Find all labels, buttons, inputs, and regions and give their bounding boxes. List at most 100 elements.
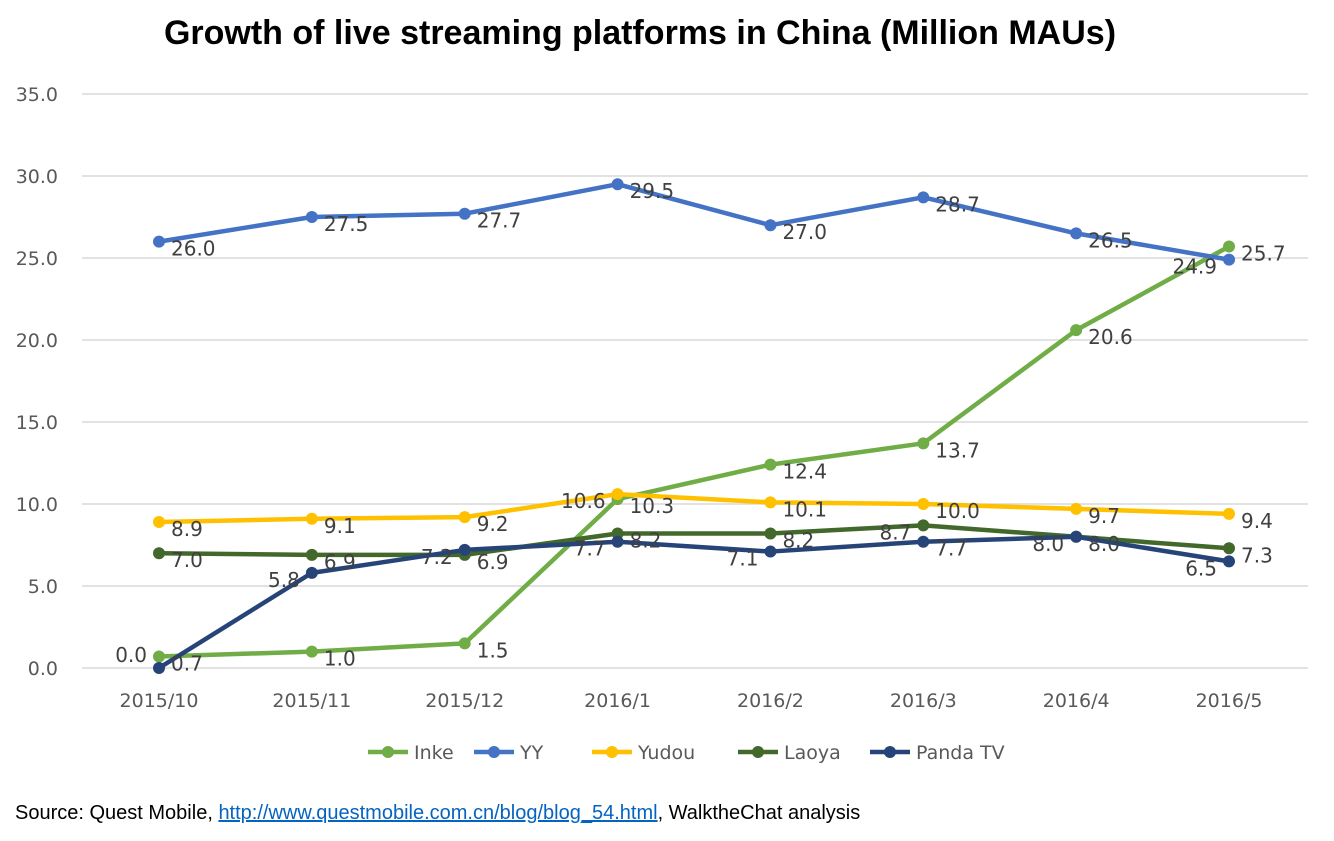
data-label: 7.0 [171,548,203,572]
data-point [764,458,777,471]
data-point [305,566,318,579]
series-line-laoya [158,523,1230,558]
data-point [917,437,930,450]
data-point [153,662,165,674]
x-tick-label: 2016/3 [890,690,957,712]
data-label: 7.7 [574,537,606,561]
data-point [458,511,471,524]
legend-label: YY [519,742,544,764]
data-label: 6.9 [477,550,509,574]
data-point [305,512,318,525]
data-point [764,527,777,540]
data-label: 10.0 [935,499,980,523]
data-label: 0.7 [171,652,203,676]
data-point [153,235,165,248]
x-tick-label: 2016/1 [584,690,651,712]
x-tick-label: 2016/2 [737,690,804,712]
data-label: 7.2 [421,545,453,569]
data-point [305,645,318,658]
data-label: 27.5 [324,212,369,236]
data-label: 12.4 [782,460,827,484]
data-point [458,543,471,556]
data-point [1223,507,1236,520]
series-line-panda-tv [157,534,1230,670]
x-tick-label: 2016/5 [1196,690,1263,712]
y-tick-label: 10.0 [16,494,58,516]
data-label: 5.8 [268,568,300,592]
data-label: 1.0 [324,647,356,671]
data-point [1223,253,1236,266]
data-label: 24.9 [1172,255,1217,279]
data-label: 27.0 [782,220,827,244]
y-tick-label: 20.0 [16,330,58,352]
data-point [1070,502,1083,515]
series-line-yy [158,181,1230,262]
data-point [764,219,777,232]
data-point [153,516,165,529]
data-label: 8.0 [1032,532,1064,556]
data-label: 13.7 [935,438,980,462]
data-label: 7.1 [727,547,759,571]
data-point [1223,240,1236,253]
data-label: 8.7 [879,520,911,544]
data-label: 20.6 [1088,325,1133,349]
legend-label: Yudou [637,742,695,764]
data-label: 29.5 [630,179,675,203]
y-tick-label: 0.0 [28,658,58,680]
legend-marker [606,746,618,758]
data-point [611,527,624,540]
data-label: 9.2 [477,512,509,536]
y-tick-label: 25.0 [16,248,58,270]
x-tick-label: 2015/10 [120,690,199,712]
y-tick-label: 15.0 [16,412,58,434]
data-label: 7.3 [1241,543,1273,567]
y-tick-label: 5.0 [28,576,58,598]
series-line-inke [158,244,1231,659]
data-point [917,498,930,510]
data-point [305,211,318,223]
data-label: 7.7 [935,537,967,561]
data-label: 9.1 [324,514,356,538]
data-label: 10.6 [561,489,606,513]
y-tick-label: 35.0 [16,84,58,106]
data-point [917,519,930,532]
legend-marker [884,746,896,758]
data-point [1223,555,1236,568]
data-label: 0.0 [115,643,147,667]
data-label: 8.9 [171,517,203,541]
data-label: 27.7 [477,209,522,233]
data-point [611,488,624,501]
data-label: 9.4 [1241,509,1273,533]
data-point [1223,542,1236,555]
source-suffix: , WalktheChat analysis [657,802,861,824]
legend-marker [752,746,764,758]
data-point [305,548,318,561]
data-point [153,547,165,560]
data-point [611,178,624,191]
data-label: 25.7 [1241,242,1286,266]
legend-label: Inke [414,742,454,764]
data-point [764,496,777,509]
source-note: Source: Quest Mobile, http://www.questmo… [15,802,860,825]
data-point [458,207,471,220]
chart-title: Growth of live streaming platforms in Ch… [163,14,1117,52]
data-label: 9.7 [1088,504,1120,528]
data-label: 6.5 [1185,556,1217,580]
data-point [153,650,165,663]
x-tick-label: 2016/4 [1043,690,1110,712]
data-point [458,637,471,650]
source-link[interactable]: http://www.questmobile.com.cn/blog/blog_… [218,802,658,824]
y-tick-label: 30.0 [16,166,58,188]
data-label: 26.0 [171,237,216,261]
data-label: 6.9 [324,550,356,574]
data-label: 28.7 [935,192,980,216]
data-label: 8.2 [630,529,662,553]
legend-label: Panda TV [916,742,1005,764]
data-label: 26.5 [1088,228,1133,252]
legend-label: Laoya [784,742,841,764]
data-point [1070,227,1083,240]
data-point [764,545,777,558]
x-tick-label: 2015/11 [272,690,351,712]
